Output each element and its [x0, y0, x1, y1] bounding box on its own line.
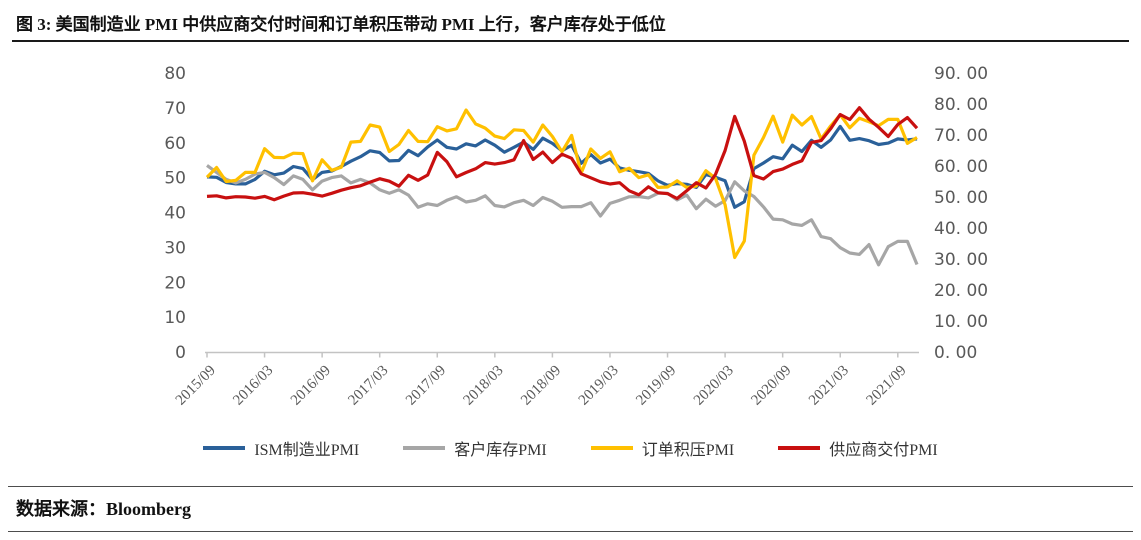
figure-title: 图 3: 美国制造业 PMI 中供应商交付时间和订单积压带动 PMI 上行，客户…	[16, 15, 666, 34]
x-axis-tick-label: 2016/03	[230, 363, 276, 409]
legend-label: 供应商交付PMI	[829, 442, 938, 459]
x-axis-tick-label: 2018/09	[518, 363, 564, 409]
x-axis-tick-label: 2017/09	[403, 363, 449, 409]
x-axis-tick-label: 2020/03	[691, 363, 737, 409]
left-axis-tick-label: 60	[164, 134, 186, 154]
x-axis-tick-label: 2021/09	[864, 363, 910, 409]
legend-item: 客户库存PMI	[403, 436, 547, 460]
right-axis-tick-label: 50. 00	[934, 188, 988, 208]
left-axis-tick-label: 30	[164, 238, 186, 258]
right-axis-tick-label: 10. 00	[934, 312, 988, 332]
legend-item: 订单积压PMI	[590, 436, 735, 460]
left-axis-tick-label: 50	[164, 169, 186, 189]
right-axis-tick-label: 80. 00	[934, 95, 988, 115]
legend-label: 客户库存PMI	[454, 442, 547, 459]
right-axis-tick-label: 70. 00	[934, 126, 988, 146]
legend-swatch-line	[403, 446, 446, 450]
series-line-1	[206, 164, 919, 267]
legend-swatch-line	[590, 446, 633, 450]
right-axis-tick-label: 90. 00	[934, 64, 988, 84]
legend-item: 供应商交付PMI	[778, 436, 938, 460]
x-axis-tick-label: 2021/03	[806, 363, 852, 409]
legend-label: 订单积压PMI	[641, 442, 735, 459]
x-axis-tick-label: 2019/03	[576, 363, 622, 409]
left-axis-tick-label: 20	[164, 273, 186, 293]
x-axis-tick-label: 2019/09	[633, 363, 679, 409]
left-axis-tick-label: 80	[164, 64, 186, 84]
right-axis-tick-label: 30. 00	[934, 250, 988, 270]
legend-swatch-line	[778, 446, 821, 450]
right-axis-tick-label: 40. 00	[934, 219, 988, 239]
right-axis-tick-label: 60. 00	[934, 157, 988, 177]
x-axis-tick-label: 2015/09	[173, 363, 219, 409]
x-axis-tick-label: 2018/03	[461, 363, 507, 409]
left-axis-tick-label: 70	[164, 99, 186, 119]
pmi-line-chart: 0 10 20 30 40 50 60 70 80 0. 00 10. 00 20. 00 30. 00…	[164, 64, 988, 409]
legend-item: ISM制造业PMI	[203, 436, 359, 460]
x-axis-tick-label: 2016/09	[288, 363, 334, 409]
x-axis-tick-label: 2020/09	[748, 363, 794, 409]
data-source: 数据来源：Bloomberg	[16, 499, 191, 519]
legend-swatch-line	[203, 446, 246, 450]
source-divider-top	[8, 486, 1133, 487]
source-divider-bottom	[8, 531, 1133, 532]
x-axis-tick-label: 2017/03	[345, 363, 391, 409]
series-line-3	[206, 106, 919, 202]
legend-label: ISM制造业PMI	[254, 442, 360, 459]
right-axis-tick-label: 20. 00	[934, 281, 988, 301]
chart-legend: ISM制造业PMI 客户库存PMI 订单积压PMI 供应商交付PMI	[0, 436, 1141, 460]
series-line-2	[205, 108, 918, 260]
left-axis-tick-label: 0	[175, 343, 186, 363]
right-axis-tick-label: 0. 00	[934, 343, 977, 363]
left-axis-tick-label: 10	[164, 308, 186, 328]
title-divider	[12, 40, 1129, 42]
left-axis-tick-label: 40	[164, 204, 186, 224]
